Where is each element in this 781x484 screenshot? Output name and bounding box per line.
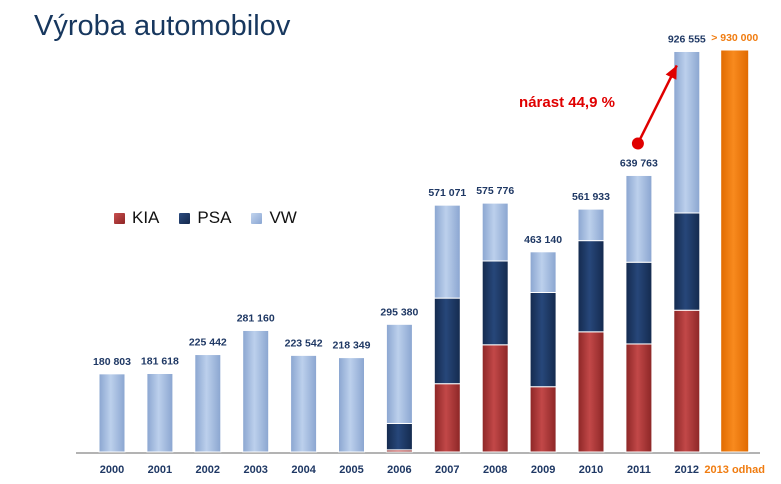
- bar-psa-2008: [481, 260, 509, 346]
- bar-kia-2009: [529, 386, 557, 453]
- legend-label-psa: PSA: [197, 208, 232, 227]
- bar-vw-2012: [673, 50, 701, 214]
- x-tick-label-estimate: 2013 odhad: [704, 464, 765, 476]
- x-tick-label-2012: 2012: [675, 464, 699, 476]
- growth-arrow-dot: [631, 137, 644, 150]
- x-tick-label-2002: 2002: [196, 464, 220, 476]
- bar-vw-2001: [146, 372, 174, 453]
- data-label-2004: 223 542: [285, 337, 323, 349]
- data-label-2007: 571 071: [428, 187, 466, 199]
- bar-psa-2011: [625, 261, 653, 345]
- legend-label-vw: VW: [269, 208, 297, 227]
- legend-swatch-kia: [114, 212, 125, 224]
- data-label-2011: 639 763: [620, 157, 658, 169]
- data-label-estimate: > 930 000: [711, 32, 758, 44]
- bar-vw-2000: [98, 373, 126, 453]
- data-label-2008: 575 776: [476, 185, 514, 197]
- legend-item-psa: PSA: [179, 208, 231, 228]
- bar-vw-2005: [338, 357, 365, 453]
- x-tick-label-2009: 2009: [531, 464, 555, 476]
- bar-vw-2004: [290, 354, 318, 453]
- legend-label-kia: KIA: [132, 208, 160, 227]
- bar-kia-2007: [433, 383, 461, 453]
- legend-swatch-psa: [179, 212, 191, 224]
- growth-arrow-head: [665, 65, 677, 80]
- bar-vw-2002: [194, 354, 222, 453]
- growth-arrow-line: [636, 64, 678, 145]
- bar-kia-2011: [625, 343, 653, 453]
- data-label-2010: 561 933: [572, 191, 610, 203]
- legend-swatch-vw: [251, 212, 263, 224]
- legend-item-vw: VW: [251, 208, 297, 228]
- bar-psa-2009: [529, 291, 557, 388]
- x-tick-label-2003: 2003: [243, 464, 267, 476]
- x-tick-label-2000: 2000: [100, 464, 124, 476]
- bar-psa-2012: [673, 212, 701, 311]
- x-tick-label-2005: 2005: [339, 464, 363, 476]
- bar-vw-2007: [433, 204, 461, 299]
- legend: KIA PSA VW: [114, 208, 317, 228]
- bar-vw-2003: [242, 329, 270, 453]
- data-label-2000: 180 803: [93, 356, 131, 368]
- bar-vw-2009: [529, 251, 557, 293]
- data-label-2001: 181 618: [141, 355, 179, 367]
- data-label-2005: 218 349: [333, 340, 371, 352]
- bar-vw-2006: [385, 323, 413, 424]
- x-tick-label-2011: 2011: [627, 464, 651, 476]
- x-tick-label-2006: 2006: [387, 464, 411, 476]
- data-label-2002: 225 442: [189, 337, 227, 349]
- data-label-2003: 281 160: [237, 312, 275, 324]
- bar-kia-2012: [673, 309, 701, 453]
- x-tick-label-2010: 2010: [579, 464, 603, 476]
- bar-psa-2010: [577, 240, 605, 333]
- x-tick-label-2008: 2008: [483, 464, 507, 476]
- bar-kia-2008: [481, 344, 509, 453]
- data-label-2012: 926 555: [668, 33, 706, 45]
- growth-annotation-label: nárast 44,9 %: [519, 94, 615, 111]
- data-label-2006: 295 380: [380, 306, 418, 318]
- data-label-2009: 463 140: [524, 234, 562, 246]
- bar-vw-2010: [577, 208, 605, 242]
- x-tick-label-2001: 2001: [148, 464, 172, 476]
- bar-psa-2007: [433, 297, 461, 385]
- bar-vw-2011: [625, 174, 653, 263]
- x-tick-label-2004: 2004: [291, 464, 316, 476]
- bar-kia-2010: [577, 331, 605, 453]
- page-title: Výroba automobilov: [34, 10, 291, 42]
- bar-psa-2006: [385, 422, 413, 451]
- bar-vw-2008: [481, 202, 509, 262]
- x-tick-label-2007: 2007: [435, 464, 459, 476]
- legend-item-kia: KIA: [114, 208, 159, 228]
- bar-estimate-2013: [720, 49, 750, 453]
